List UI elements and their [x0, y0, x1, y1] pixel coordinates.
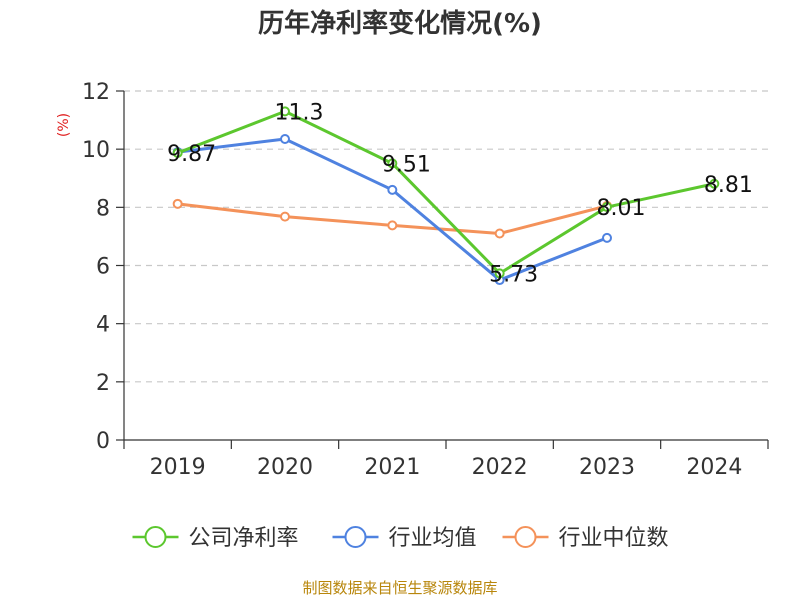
source-note: 制图数据来自恒生聚源数据库 [302, 579, 497, 597]
data-point[interactable] [387, 220, 398, 231]
series-line [177, 109, 715, 275]
data-point[interactable] [709, 178, 720, 189]
data-label: 8.81 [704, 173, 753, 198]
data-point[interactable] [387, 184, 398, 195]
x-tick-label: 2021 [364, 455, 420, 480]
legend-marker [144, 526, 167, 548]
data-point[interactable] [602, 202, 612, 213]
y-tick-label: 8 [96, 196, 110, 221]
y-axis-label: (%) [56, 113, 72, 137]
axes: 0 2 4 6 8 10 12 2019 2020 2021 2022 2023 2024 [82, 80, 769, 480]
x-tick-label: 2019 [150, 455, 206, 480]
x-tick-label: 2023 [579, 455, 635, 480]
data-label: 9.51 [382, 152, 431, 177]
y-tick-label: 12 [82, 80, 110, 105]
legend-item[interactable]: 公司净利率 [132, 526, 299, 551]
data-labels: 9.87 11.3 9.51 5.73 8.01 8.81 [167, 100, 753, 287]
data-label: 5.73 [489, 262, 538, 287]
legend-item[interactable]: 行业均值 [332, 526, 477, 551]
y-tick-label: 2 [96, 371, 110, 396]
data-label: 9.87 [167, 142, 216, 167]
y-tick-label: 0 [96, 429, 110, 454]
data-point[interactable] [602, 232, 612, 243]
chart-title: 历年净利率变化情况(%) [258, 8, 542, 39]
data-point[interactable] [494, 228, 505, 239]
y-tick-label: 10 [82, 138, 110, 163]
y-tick-label: 4 [96, 313, 110, 338]
data-point[interactable] [280, 106, 290, 117]
x-tick-label: 2022 [472, 455, 528, 480]
data-point[interactable] [172, 198, 183, 209]
series-layer [172, 106, 720, 286]
data-point[interactable] [172, 147, 183, 158]
data-point[interactable] [280, 211, 290, 222]
legend-label: 行业均值 [389, 526, 477, 551]
grid-lines [124, 90, 768, 383]
x-tick-label: 2020 [257, 455, 313, 480]
data-point[interactable] [494, 268, 505, 279]
x-tick-label: 2024 [686, 455, 742, 480]
data-label: 8.01 [597, 196, 646, 221]
legend-marker [344, 526, 367, 548]
data-label: 11.3 [275, 100, 324, 125]
legend[interactable]: 公司净利率 行业均值 行业中位数 [132, 526, 669, 551]
legend-marker [514, 526, 537, 548]
data-point[interactable] [280, 133, 290, 144]
legend-label: 公司净利率 [189, 526, 299, 551]
y-tick-label: 6 [96, 255, 110, 280]
data-point[interactable] [387, 158, 398, 169]
legend-item[interactable]: 行业中位数 [502, 526, 669, 551]
legend-label: 行业中位数 [559, 526, 669, 551]
